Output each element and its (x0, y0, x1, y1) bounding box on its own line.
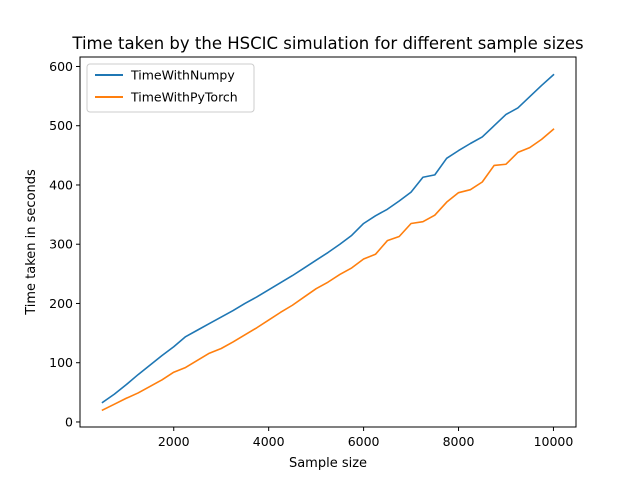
x-tick-label: 6000 (348, 434, 380, 449)
plot-frame (79, 56, 577, 428)
y-axis-label: Time taken in seconds (24, 169, 39, 316)
x-axis-label: Sample size (289, 456, 367, 471)
legend-label-pytorch: TimeWithPyTorch (130, 90, 238, 105)
series-line-0 (101, 73, 555, 404)
y-tick-label: 400 (49, 177, 73, 192)
y-tick-label: 100 (49, 355, 73, 370)
y-tick-label: 0 (65, 414, 73, 429)
chart-title: Time taken by the HSCIC simulation for d… (71, 34, 583, 53)
x-tick-label: 8000 (443, 434, 475, 449)
x-axis: 2000 4000 6000 8000 10000 (158, 427, 574, 449)
y-tick-label: 200 (49, 296, 73, 311)
legend-label-numpy: TimeWithNumpy (130, 68, 235, 83)
series-line-1 (101, 128, 555, 412)
x-tick-label: 2000 (158, 434, 190, 449)
legend: TimeWithNumpy TimeWithPyTorch (86, 63, 255, 113)
y-tick-label: 500 (49, 118, 73, 133)
x-tick-label: 10000 (534, 434, 574, 449)
plot-area (101, 73, 555, 412)
legend-box (86, 63, 255, 113)
y-axis: 0 100 200 300 400 500 600 (49, 59, 80, 429)
x-tick-label: 4000 (253, 434, 285, 449)
y-tick-label: 600 (49, 59, 73, 74)
y-tick-label: 300 (49, 237, 73, 252)
